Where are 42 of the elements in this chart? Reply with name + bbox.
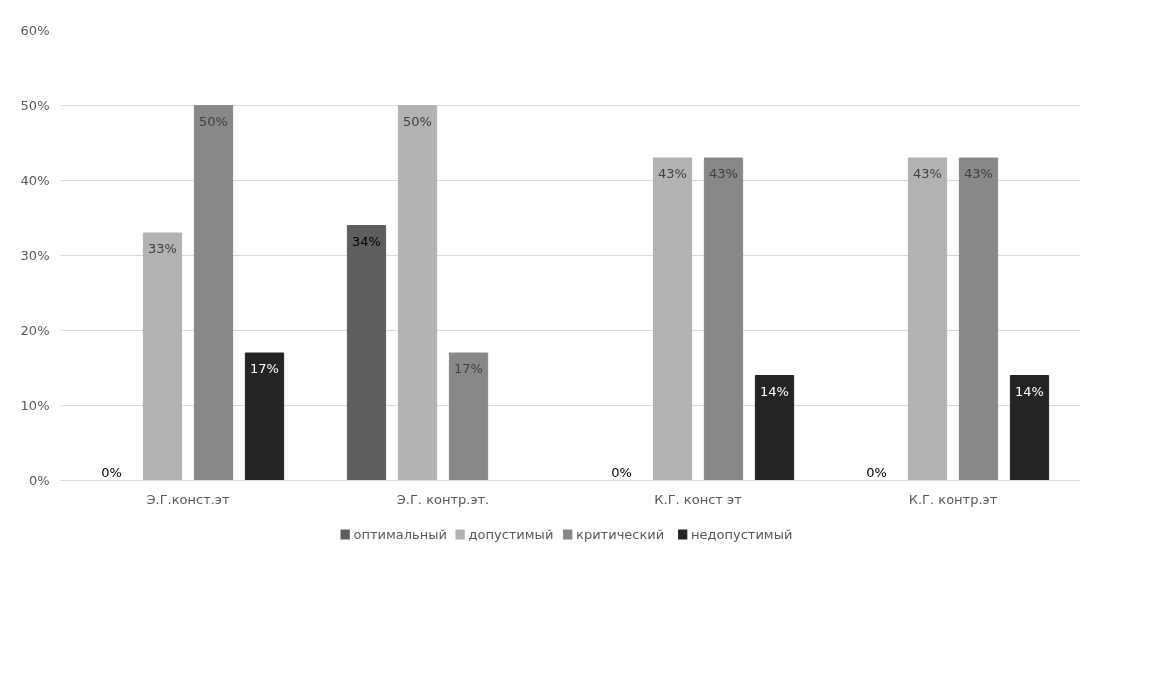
y-tick-label: 40% [20,173,50,188]
data-label: 43% [913,166,942,181]
bar [448,352,489,481]
bar [346,225,387,481]
y-tick-label: 10% [20,398,50,413]
x-tick-label: Э.Г. контр.эт. [396,491,490,507]
legend-label: допустимый [468,527,554,542]
y-tick-label: 50% [20,98,50,113]
bar [397,105,438,481]
bar [652,157,693,481]
bar [754,375,795,481]
data-label: 34% [352,233,381,249]
y-tick-label: 60% [20,23,50,38]
y-tick-label: 20% [20,323,50,338]
y-tick-label: 0% [28,473,50,488]
bar [703,157,744,481]
data-label: 0% [611,464,632,480]
x-tick-label: К.Г. конст эт [654,491,743,507]
data-label: 14% [1015,383,1044,399]
legend-label: критический [576,527,665,542]
data-label: 43% [709,166,738,181]
legend-label: недопустимый [691,527,793,542]
data-label: 50% [403,113,432,129]
data-label: 43% [658,166,687,181]
bar [958,157,999,481]
bar [193,105,234,481]
bar [244,352,285,481]
x-tick-label: К.Г. контр.эт [908,491,998,507]
legend-label: оптимальный [353,527,447,542]
data-label: 0% [101,464,122,480]
data-label: 43% [964,166,993,181]
data-label: 0% [866,464,887,480]
bar [1009,375,1050,481]
data-label: 17% [250,361,279,376]
data-label: 17% [454,361,483,376]
x-tick-label: Э.Г.конст.эт [146,491,230,507]
data-label: 50% [199,113,228,129]
data-label: 14% [760,383,789,399]
data-label: 33% [148,241,177,256]
y-tick-label: 30% [20,248,50,263]
bar [142,232,183,481]
bar [907,157,948,481]
